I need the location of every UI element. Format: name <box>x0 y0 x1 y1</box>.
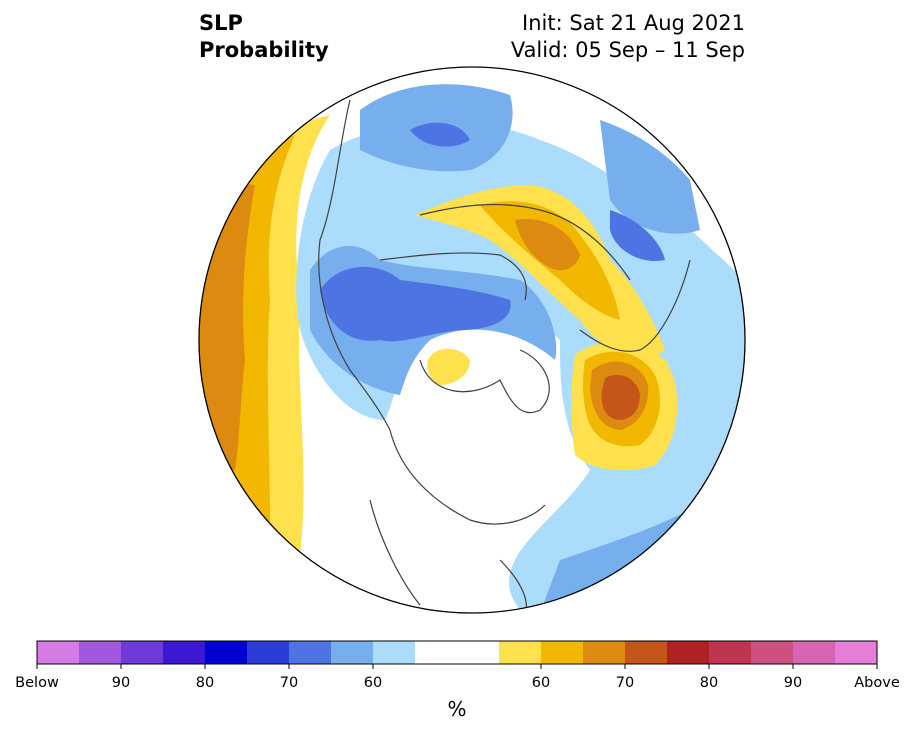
colorbar-tick-label: Above <box>854 675 900 691</box>
colorbar-tick-label: 70 <box>279 675 299 691</box>
map-boundary <box>198 66 746 614</box>
colorbar-cell <box>541 641 583 664</box>
colorbar-tick-label: 80 <box>699 675 719 691</box>
colorbar-tick-label: 70 <box>615 675 635 691</box>
colorbar-cell <box>79 641 121 664</box>
colorbar-tick-label: 60 <box>531 675 551 691</box>
map-title: SLP Probability <box>199 10 329 64</box>
colorbar-cell <box>625 641 667 664</box>
colorbar-cell <box>331 641 373 664</box>
europe-above-65 <box>515 219 580 271</box>
colorbar-cell <box>163 641 205 664</box>
map-fill <box>199 67 745 613</box>
colorbar-tick-label: Below <box>15 675 59 691</box>
colorbar-tick-label: 90 <box>111 675 131 691</box>
colorbar-cell <box>289 641 331 664</box>
colorbar-cell <box>247 641 289 664</box>
colorbar-cell <box>415 641 499 664</box>
colorbar-cell <box>583 641 625 664</box>
arctic-below-65 <box>320 266 511 342</box>
colorbar-unit: % <box>447 697 467 721</box>
east-asia-below-2 <box>610 210 665 261</box>
colorbar-tick-label: 90 <box>783 675 803 691</box>
colorbar-cell <box>751 641 793 664</box>
colorbar-cell <box>793 641 835 664</box>
europe-above <box>415 185 665 359</box>
siberia-below-65 <box>410 122 470 147</box>
hudson-bay-above <box>427 348 470 385</box>
colorbar-cell <box>667 641 709 664</box>
colorbar-tick-label: 60 <box>363 675 383 691</box>
init-date: Init: Sat 21 Aug 2021 <box>522 11 745 35</box>
coastlines <box>318 99 691 613</box>
colorbar-cell <box>121 641 163 664</box>
variable-title: SLP <box>199 11 243 35</box>
colorbar-cell <box>499 641 541 664</box>
colorbar <box>36 640 878 669</box>
product-title: Probability <box>199 38 329 62</box>
colorbar-cell <box>37 641 79 664</box>
colorbar-cell <box>835 641 877 664</box>
colorbar-cell <box>373 641 415 664</box>
probability-map <box>198 66 746 614</box>
colorbar-frame <box>36 640 878 665</box>
east-asia-below <box>600 120 700 234</box>
colorbar-tick-marks <box>36 664 878 669</box>
colorbar-cell <box>205 641 247 664</box>
date-info: Init: Sat 21 Aug 2021 Valid: 05 Sep – 11… <box>511 10 745 64</box>
valid-range: Valid: 05 Sep – 11 Sep <box>510 38 745 62</box>
colorbar-cell <box>709 641 751 664</box>
atlantic-above-70 <box>601 374 640 420</box>
colorbar-tick-label: 80 <box>195 675 215 691</box>
colorbar-cells <box>37 641 877 664</box>
